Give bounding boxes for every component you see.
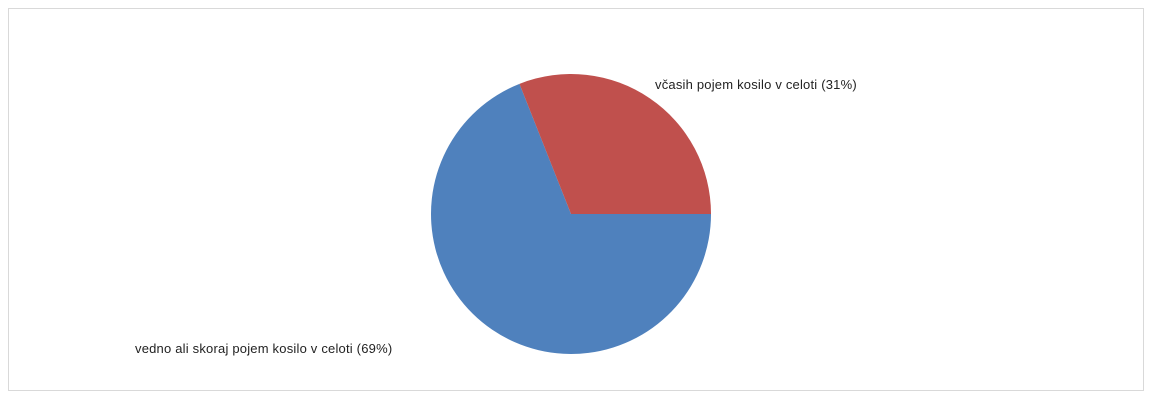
slice-label-sometimes: včasih pojem kosilo v celoti (31%) [655,77,857,92]
slice-label-always: vedno ali skoraj pojem kosilo v celoti (… [135,341,393,356]
pie-slices [430,74,711,354]
pie-slice-sometimes [519,74,711,214]
pie-slice-always [430,83,711,354]
pie-chart [430,74,711,354]
chart-frame: vedno ali skoraj pojem kosilo v celoti (… [8,8,1144,391]
